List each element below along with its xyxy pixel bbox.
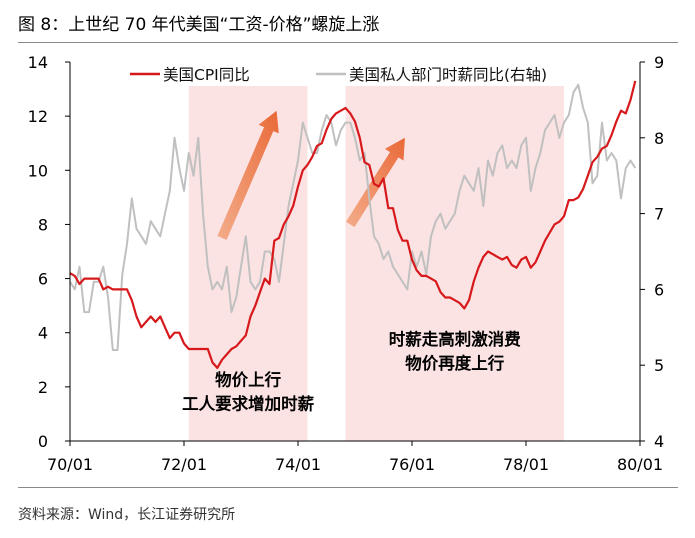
- y-right-tick-label: 4: [654, 432, 664, 451]
- shaded-periods: [188, 86, 564, 441]
- y-right-tick-label: 5: [654, 356, 664, 375]
- legend-label-1: 美国CPI同比: [163, 66, 250, 84]
- y-left-tick-label: 10: [28, 161, 48, 180]
- series-lines: [69, 80, 637, 369]
- trend-arrow-1: [217, 110, 279, 240]
- y-left-tick-label: 6: [38, 270, 48, 289]
- y-left-tick-label: 8: [38, 215, 48, 234]
- wage-series-line: [69, 83, 637, 351]
- source-rule: [18, 487, 678, 488]
- source-note: 资料来源：Wind，长江证券研究所: [18, 507, 236, 523]
- x-tick-label: 76/01: [389, 455, 435, 474]
- legend-label-2: 美国私人部门时薪同比(右轴): [349, 66, 547, 84]
- y-right-tick-label: 7: [654, 205, 664, 224]
- annotation-2-line-2: 物价再度上行: [405, 353, 505, 373]
- y-right-tick-label: 9: [654, 53, 664, 72]
- legend: 美国CPI同比 美国私人部门时薪同比(右轴): [130, 66, 547, 84]
- x-tick-label: 72/01: [161, 455, 207, 474]
- figure-title: 图 8：上世纪 70 年代美国“工资-价格”螺旋上涨: [18, 15, 380, 35]
- x-tick-label: 70/01: [47, 455, 93, 474]
- annotation-1-line-1: 物价上行: [215, 370, 282, 390]
- annotation-2-line-1: 时薪走高刺激消费: [389, 329, 522, 349]
- y-right-tick-label: 8: [654, 129, 664, 148]
- y-right-tick-label: 6: [654, 280, 664, 299]
- x-tick-label: 80/01: [617, 455, 663, 474]
- y-left-tick-label: 14: [28, 53, 48, 72]
- title-rule: [18, 42, 678, 43]
- axes: 0 2 4 6 8 10 12 14 4 5 6 7 8 9 70/01 72/01 74/01 76/01 78/…: [28, 53, 665, 474]
- y-left-tick-label: 2: [38, 378, 48, 397]
- annotation-1-line-2: 工人要求增加时薪: [182, 394, 315, 414]
- shaded-period-2: [345, 86, 564, 441]
- y-left-tick-label: 4: [38, 324, 48, 343]
- trend-arrow-2: [346, 137, 405, 228]
- x-tick-label: 78/01: [503, 455, 549, 474]
- cpi-series-line: [69, 80, 637, 369]
- y-left-tick-label: 12: [28, 107, 48, 126]
- y-left-tick-label: 0: [38, 432, 48, 451]
- x-tick-label: 74/01: [275, 455, 321, 474]
- trend-arrows: [217, 110, 405, 240]
